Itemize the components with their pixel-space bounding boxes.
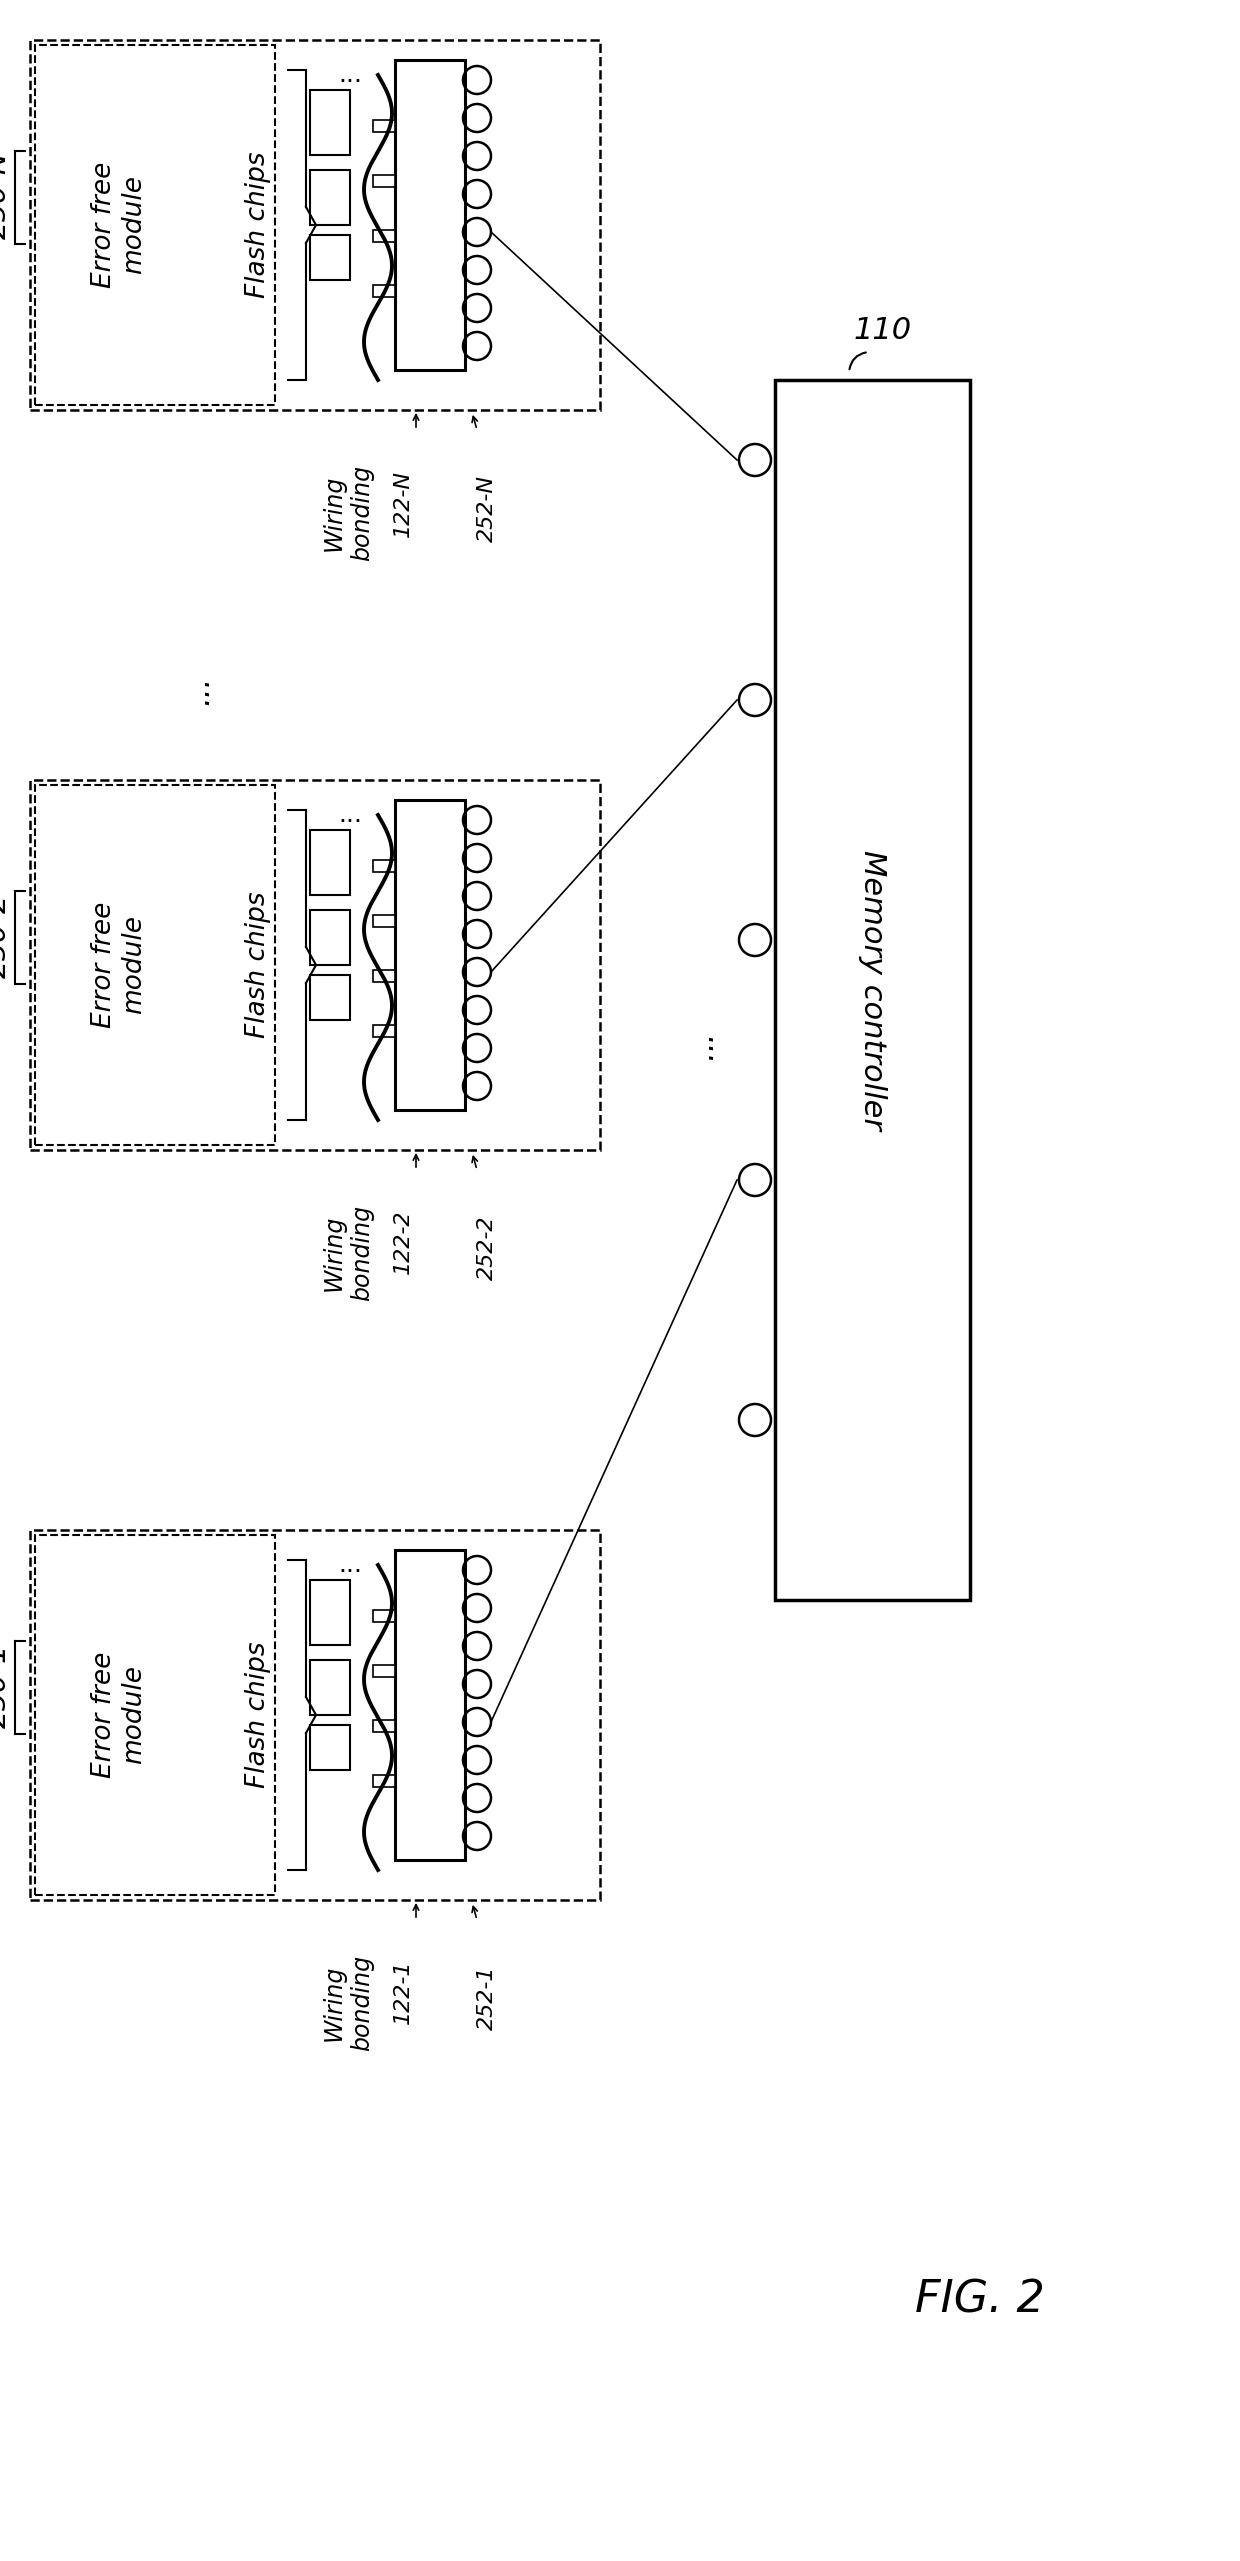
Text: 122-N: 122-N [393, 471, 413, 538]
Bar [775, 379, 970, 1601]
Bar [310, 1660, 350, 1716]
Text: 252-2: 252-2 [477, 1214, 497, 1280]
Bar [30, 41, 600, 410]
Text: 250-N: 250-N [0, 151, 12, 238]
Text: Flash chips: Flash chips [246, 151, 272, 297]
Bar [310, 976, 350, 1019]
Bar [310, 90, 350, 156]
Bar [373, 1024, 396, 1037]
Text: 122-2: 122-2 [393, 1209, 413, 1275]
Text: 250-2: 250-2 [0, 894, 12, 978]
Text: 252-1: 252-1 [477, 1964, 497, 2028]
Text: ...: ... [701, 1037, 729, 1065]
Text: Wiring
bonding: Wiring bonding [322, 1206, 374, 1301]
Text: Error free
module: Error free module [91, 161, 148, 289]
Bar [396, 1549, 465, 1859]
Bar [310, 830, 350, 894]
Bar [373, 174, 396, 187]
Bar [373, 284, 396, 297]
Bar [310, 236, 350, 279]
Text: 252-N: 252-N [477, 474, 497, 543]
Text: Flash chips: Flash chips [246, 1642, 272, 1788]
Text: Memory controller: Memory controller [858, 850, 887, 1129]
Bar [373, 914, 396, 927]
Text: ...: ... [339, 64, 362, 87]
Text: ...: ... [339, 804, 362, 827]
Bar [373, 230, 396, 241]
Text: Wiring
bonding: Wiring bonding [322, 466, 374, 561]
Text: Flash chips: Flash chips [246, 891, 272, 1037]
Bar [373, 1721, 396, 1731]
Text: ...: ... [339, 1552, 362, 1578]
Text: 250-1: 250-1 [0, 1644, 12, 1729]
Bar [30, 1529, 600, 1900]
Bar [373, 120, 396, 133]
Bar [30, 781, 600, 1150]
Bar [35, 46, 275, 405]
Bar [35, 786, 275, 1145]
Text: Wiring
bonding: Wiring bonding [322, 1954, 374, 2051]
Bar [373, 1665, 396, 1677]
Bar [310, 1726, 350, 1770]
Bar [373, 860, 396, 871]
Bar [35, 1534, 275, 1895]
Text: ...: ... [186, 676, 215, 704]
Bar [396, 799, 465, 1109]
Bar [310, 169, 350, 225]
Text: FIG. 2: FIG. 2 [915, 2279, 1045, 2320]
Bar [373, 1611, 396, 1621]
Text: 110: 110 [853, 315, 911, 346]
Text: 122-1: 122-1 [393, 1959, 413, 2026]
Bar [373, 1775, 396, 1788]
Text: Error free
module: Error free module [91, 901, 148, 1027]
Bar [310, 909, 350, 965]
Bar [373, 971, 396, 981]
Bar [396, 59, 465, 369]
Bar [310, 1580, 350, 1644]
Text: Error free
module: Error free module [91, 1652, 148, 1777]
